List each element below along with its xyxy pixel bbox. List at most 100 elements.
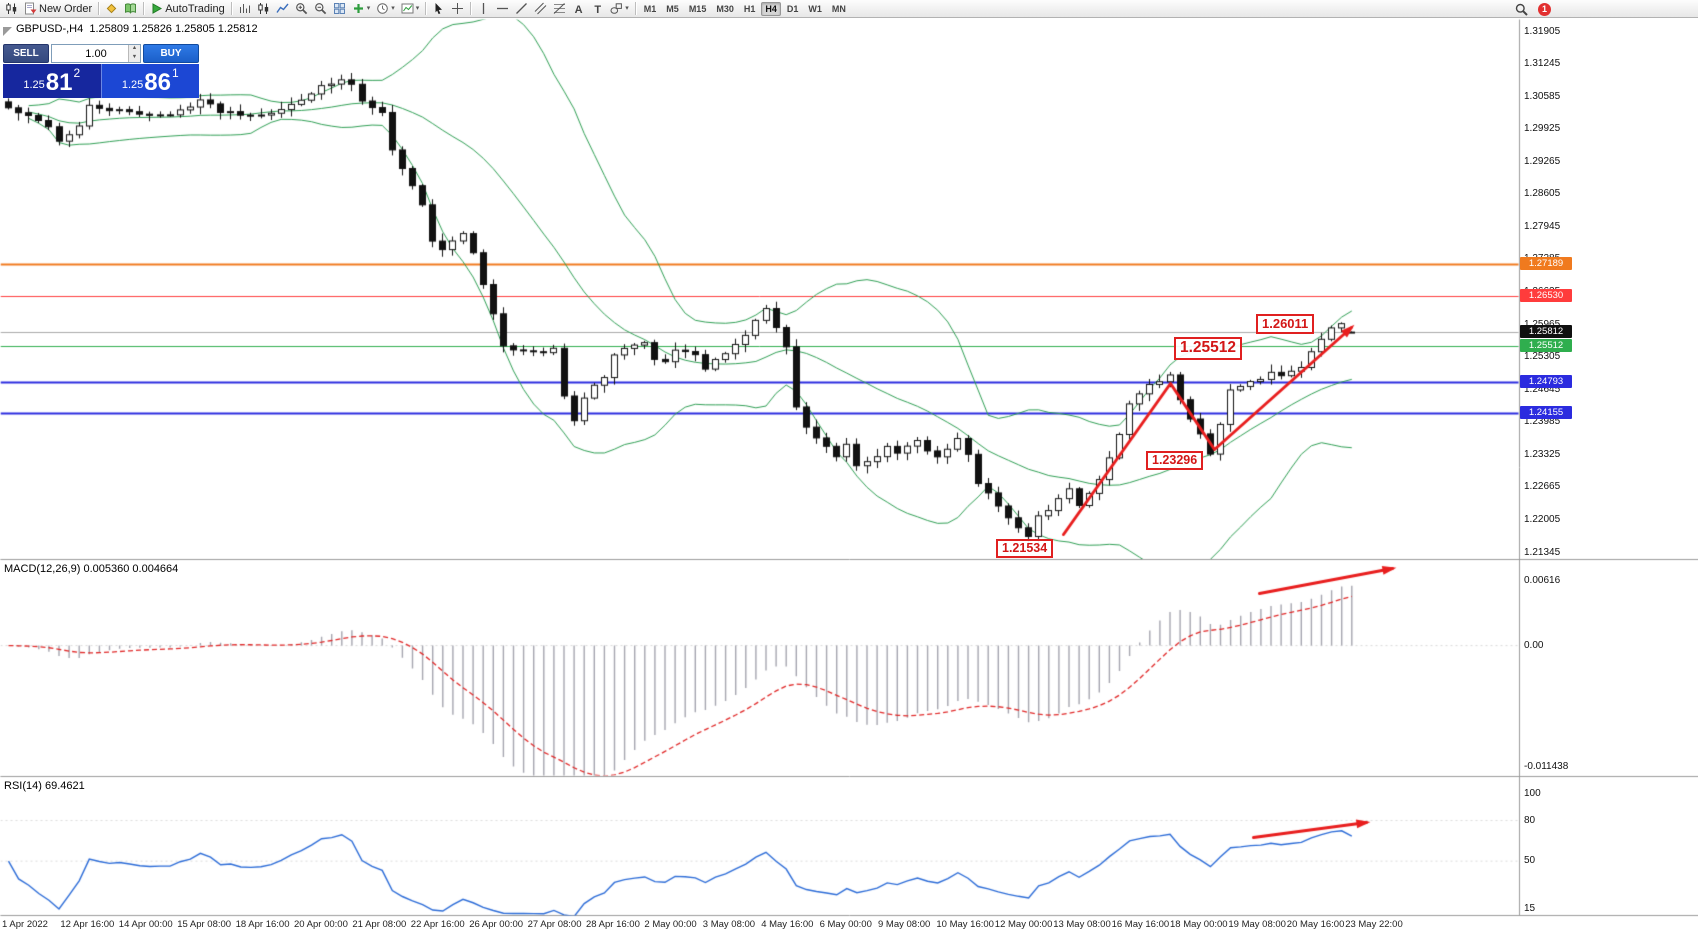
symbol-ohlc-info: GBPUSD-,H4 1.25809 1.25826 1.25805 1.258… xyxy=(16,23,258,35)
volume-value[interactable]: 1.00 xyxy=(85,47,107,60)
shapes-button[interactable]: ▾ xyxy=(607,1,632,17)
timeframe-m1-button[interactable]: M1 xyxy=(643,3,657,14)
macd-panel-region[interactable] xyxy=(0,560,1519,776)
metaeditor-button[interactable] xyxy=(102,1,121,17)
time-axis-label: 16 May 16:00 xyxy=(1111,919,1170,930)
bar-chart-button[interactable] xyxy=(235,1,254,17)
one-click-collapse-button[interactable] xyxy=(3,27,12,36)
time-axis-label: 4 May 16:00 xyxy=(761,919,814,930)
sell-price-prefix: 1.25 xyxy=(23,79,45,92)
vline-icon xyxy=(483,3,485,14)
toolbar-right: 1 xyxy=(1512,1,1551,17)
new-order-button-label: New Order xyxy=(39,2,93,15)
candle-icon xyxy=(6,3,17,14)
rsi-axis-label: 80 xyxy=(1524,814,1536,826)
sell-button[interactable]: SELL xyxy=(3,44,49,63)
price-level-badge: 1.25512 xyxy=(1520,339,1572,353)
time-axis-label: 19 May 08:00 xyxy=(1228,919,1286,930)
tile-windows-button[interactable] xyxy=(330,1,349,17)
timeframe-m5-button[interactable]: M5 xyxy=(666,3,679,14)
dropdown-caret-icon: ▾ xyxy=(625,5,629,12)
price-tick-label: 1.27945 xyxy=(1524,220,1561,232)
price-annotation[interactable]: 1.25512 xyxy=(1174,337,1243,360)
text-label-button[interactable]: T xyxy=(588,1,607,17)
macd-axis-label: 0.00 xyxy=(1524,639,1544,651)
autotrading-button[interactable]: AutoTrading xyxy=(147,1,228,17)
vertical-line-button[interactable] xyxy=(474,1,493,17)
price-annotation[interactable]: 1.26011 xyxy=(1256,314,1315,334)
time-axis-label: 10 May 16:00 xyxy=(936,919,994,930)
line-chart-button[interactable] xyxy=(273,1,292,17)
volume-field[interactable]: 1.00 ▲ ▼ xyxy=(51,44,141,63)
rsi-panel-region[interactable] xyxy=(0,777,1519,915)
channel-icon xyxy=(534,2,547,15)
volume-increase-button[interactable]: ▲ xyxy=(128,45,140,54)
timeframe-d1-button[interactable]: D1 xyxy=(786,3,799,14)
buy-price-prefix: 1.25 xyxy=(121,79,144,92)
price-chart-region[interactable] xyxy=(0,19,1519,559)
price-annotation[interactable]: 1.21534 xyxy=(996,539,1054,558)
search-button[interactable] xyxy=(1512,1,1531,17)
timeframe-m15-button[interactable]: M15 xyxy=(688,3,707,14)
data-window-button[interactable] xyxy=(121,1,140,17)
time-axis-label: 15 Apr 08:00 xyxy=(177,919,232,930)
periods-button[interactable]: ▾ xyxy=(373,1,398,17)
sell-price-display[interactable]: 1.25 81 2 xyxy=(3,64,101,98)
zoom-in-button[interactable] xyxy=(292,1,311,17)
templates-button[interactable]: ▾ xyxy=(398,1,423,17)
time-axis-label: 26 Apr 00:00 xyxy=(469,919,524,930)
price-tick-label: 1.21345 xyxy=(1524,546,1561,558)
price-tick-label: 1.22005 xyxy=(1524,513,1561,525)
timeframe-h1-button[interactable]: H1 xyxy=(743,3,756,14)
candlestick-chart-button[interactable] xyxy=(254,1,273,17)
cursor-button[interactable] xyxy=(429,1,448,17)
price-tick-label: 1.30585 xyxy=(1524,90,1561,102)
fibonacci-button[interactable] xyxy=(550,1,569,17)
equidistant-channel-button[interactable] xyxy=(531,1,550,17)
time-axis-label: 18 May 00:00 xyxy=(1170,919,1228,930)
dropdown-caret-icon: ▾ xyxy=(391,5,395,12)
time-axis-label: 28 Apr 16:00 xyxy=(586,919,640,930)
crosshair-icon xyxy=(452,3,464,14)
toolbar-separator xyxy=(98,2,100,15)
timeframe-w1-button[interactable]: W1 xyxy=(808,3,822,14)
time-axis-label: 18 Apr 16:00 xyxy=(235,919,290,930)
buy-price-pips: 86 xyxy=(144,69,171,96)
cursor-icon xyxy=(435,3,443,15)
text-button[interactable]: A xyxy=(569,1,588,17)
timeframe-m30-button[interactable]: M30 xyxy=(716,3,734,14)
dropdown-caret-icon: ▾ xyxy=(415,5,420,12)
price-annotation[interactable]: 1.23296 xyxy=(1146,451,1204,470)
time-axis-label: 27 Apr 08:00 xyxy=(527,919,582,930)
notification-badge[interactable]: 1 xyxy=(1538,2,1551,16)
book-icon xyxy=(125,3,137,14)
buy-button[interactable]: BUY xyxy=(143,44,199,63)
toolbar-buttons: New Order AutoTrading ▾ ▾ ▾ A T ▾ xyxy=(2,1,639,17)
trendline-button[interactable] xyxy=(512,1,531,17)
time-axis-label: 9 May 08:00 xyxy=(878,919,931,930)
sell-price-point: 2 xyxy=(73,66,81,80)
volume-decrease-button[interactable]: ▼ xyxy=(128,53,140,62)
buy-price-display[interactable]: 1.25 86 1 xyxy=(100,64,199,98)
crosshair-button[interactable] xyxy=(448,1,467,17)
price-tick-label: 1.23985 xyxy=(1524,416,1561,428)
timeframe-mn-button[interactable]: MN xyxy=(831,3,846,14)
zoom-out-button[interactable] xyxy=(311,1,330,17)
rsi-axis-label: 100 xyxy=(1524,787,1541,799)
fibo-icon xyxy=(553,3,566,14)
timeframe-h4-button[interactable]: H4 xyxy=(761,1,781,16)
time-axis-label: 1 Apr 2022 xyxy=(2,919,48,930)
buy-price-point: 1 xyxy=(171,66,179,80)
horizontal-line-button[interactable] xyxy=(493,1,512,17)
price-level-badge: 1.26530 xyxy=(1520,289,1572,303)
time-axis-label: 6 May 00:00 xyxy=(819,919,872,930)
new-chart-button[interactable] xyxy=(2,1,21,17)
price-tick-label: 1.29265 xyxy=(1524,155,1561,167)
order-icon xyxy=(25,2,37,15)
new-order-button[interactable]: New Order xyxy=(21,1,95,17)
indicators-button[interactable]: ▾ xyxy=(349,1,374,17)
shapes-icon xyxy=(610,3,623,14)
price-tick-label: 1.31905 xyxy=(1524,25,1561,37)
rsi-indicator-label: RSI(14) 69.4621 xyxy=(4,780,85,792)
